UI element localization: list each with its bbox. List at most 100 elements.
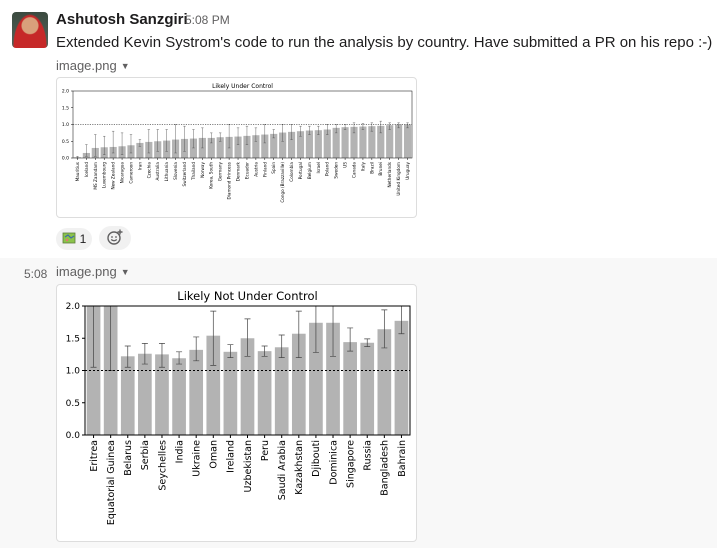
x-tick-label: Ireland xyxy=(226,440,237,473)
add-reaction-icon xyxy=(106,228,124,249)
x-tick-label: Equatorial Guinea xyxy=(106,440,117,525)
x-tick-label: Germany xyxy=(218,161,223,181)
bar xyxy=(305,130,313,158)
bar xyxy=(172,358,186,435)
y-tick-label: 0.5 xyxy=(66,399,80,409)
x-tick-label: Brunei xyxy=(378,162,383,176)
x-tick-label: Finland xyxy=(262,162,267,177)
x-tick-label: Dominica xyxy=(328,440,339,485)
chart-likely-under-control: Likely Under Control 0.0 0.5 1.0 1.5 2.0 Mauri… xyxy=(62,83,413,203)
bar xyxy=(252,135,260,158)
x-tick-label: Singapore xyxy=(345,440,356,488)
bar xyxy=(138,353,152,435)
bar xyxy=(207,137,215,158)
chart-title: Likely Under Control xyxy=(212,83,273,90)
chart-title: Likely Not Under Control xyxy=(177,289,317,303)
message-timestamp[interactable]: 5:08 PM xyxy=(185,13,230,27)
bar xyxy=(314,130,322,158)
bar xyxy=(120,356,135,435)
x-tick-label: Israel xyxy=(316,162,321,173)
bar xyxy=(360,342,375,435)
chevron-down-icon[interactable]: ▼ xyxy=(120,61,130,71)
y-tick-label: 1.5 xyxy=(62,105,69,111)
x-tick-label: Russia xyxy=(363,440,374,471)
y-tick-label: 2.0 xyxy=(66,302,81,312)
bar xyxy=(368,126,376,158)
x-tick-label: Belgium xyxy=(307,162,312,179)
bar xyxy=(291,333,306,435)
add-reaction-button[interactable] xyxy=(99,226,131,250)
followup-attachment-label[interactable]: image.png ▼ xyxy=(56,264,130,279)
bar xyxy=(377,125,385,158)
message-container: Ashutosh Sanzgiri 5:08 PM Extended Kevin… xyxy=(0,0,717,258)
bar xyxy=(189,349,204,435)
x-tick-label: US xyxy=(343,162,348,168)
x-tick-label: Ecuador xyxy=(244,162,249,179)
bar xyxy=(394,320,409,435)
bar xyxy=(243,135,251,158)
map-emoji-icon xyxy=(62,231,76,248)
y-tick-label: 2.0 xyxy=(62,89,69,95)
x-tick-label: Norway xyxy=(200,161,205,177)
x-tick-label: Oman xyxy=(209,440,220,469)
message-text: Extended Kevin Systrom's code to run the… xyxy=(56,34,713,51)
attachment-image[interactable]: Likely Under Control 0.0 0.5 1.0 1.5 2.0 Mauri… xyxy=(56,77,417,218)
x-tick-label: Saudi Arabia xyxy=(277,440,288,500)
reaction-count: 1 xyxy=(79,232,87,246)
bar xyxy=(155,354,169,435)
x-tick-label: United Kingdom xyxy=(396,162,401,196)
x-tick-label: Iran xyxy=(137,162,142,171)
x-tick-label: Poland xyxy=(325,162,330,176)
x-tick-label: Seychelles xyxy=(157,440,168,491)
x-tick-label: Peru xyxy=(260,440,271,461)
attachment-label[interactable]: image.png ▼ xyxy=(56,58,130,73)
bar xyxy=(287,131,296,158)
x-tick-label: Bangladesh xyxy=(380,440,391,496)
bar xyxy=(274,347,289,435)
x-tick-label: Netherlands xyxy=(387,162,392,188)
x-tick-label: Thailand xyxy=(191,162,196,181)
bar xyxy=(332,127,340,158)
followup-attachment-image[interactable]: Likely Not Under Control 0.0 0.5 1.0 1.5 2.0 E… xyxy=(56,284,417,542)
y-tick-label: 0.5 xyxy=(62,139,69,145)
followup-timestamp[interactable]: 5:08 xyxy=(24,267,48,281)
x-tick-label: MS Zaandam xyxy=(93,162,98,190)
y-tick-label: 0.0 xyxy=(66,431,81,441)
x-tick-label: Lithuania xyxy=(164,162,169,182)
bar xyxy=(206,335,221,435)
x-tick-label: Switzerland xyxy=(182,162,187,187)
bar xyxy=(189,138,198,158)
chart-likely-not-under-control: Likely Not Under Control 0.0 0.5 1.0 1.5 2.0 E… xyxy=(66,289,411,525)
x-tick-label: India xyxy=(174,440,185,463)
chevron-down-icon[interactable]: ▼ xyxy=(120,267,130,277)
bar xyxy=(403,124,412,158)
bar xyxy=(234,136,242,158)
x-tick-label: Congo (Brazzaville) xyxy=(280,162,285,203)
attachment-filename[interactable]: image.png xyxy=(56,58,117,73)
avatar[interactable] xyxy=(12,12,48,48)
x-tick-label: Slovenia xyxy=(173,162,178,180)
bar xyxy=(257,351,272,435)
x-tick-label: Eritrea xyxy=(89,440,100,472)
y-tick-label: 0.0 xyxy=(62,156,69,162)
bar xyxy=(323,129,331,158)
x-tick-label: Canada xyxy=(351,162,356,178)
x-tick-label: Kazakhstan xyxy=(294,440,305,495)
bar xyxy=(136,142,144,158)
x-tick-label: Luxembourg xyxy=(102,162,107,188)
bar xyxy=(359,126,367,158)
bar xyxy=(377,329,392,435)
bar xyxy=(395,124,403,158)
bar xyxy=(279,132,287,158)
attachment-filename[interactable]: image.png xyxy=(56,264,117,279)
reaction-pill[interactable]: 1 xyxy=(56,228,92,250)
x-tick-label: Denmark xyxy=(236,161,241,181)
x-tick-label: Serbia xyxy=(140,440,151,470)
x-tick-label: Djibouti xyxy=(311,440,322,477)
x-tick-label: Bahrain xyxy=(397,440,408,477)
author-name[interactable]: Ashutosh Sanzgiri xyxy=(56,11,188,28)
bar xyxy=(309,322,323,435)
y-tick-label: 1.0 xyxy=(66,367,81,377)
x-tick-label: Uzbekistan xyxy=(243,440,254,492)
bar xyxy=(341,127,349,158)
